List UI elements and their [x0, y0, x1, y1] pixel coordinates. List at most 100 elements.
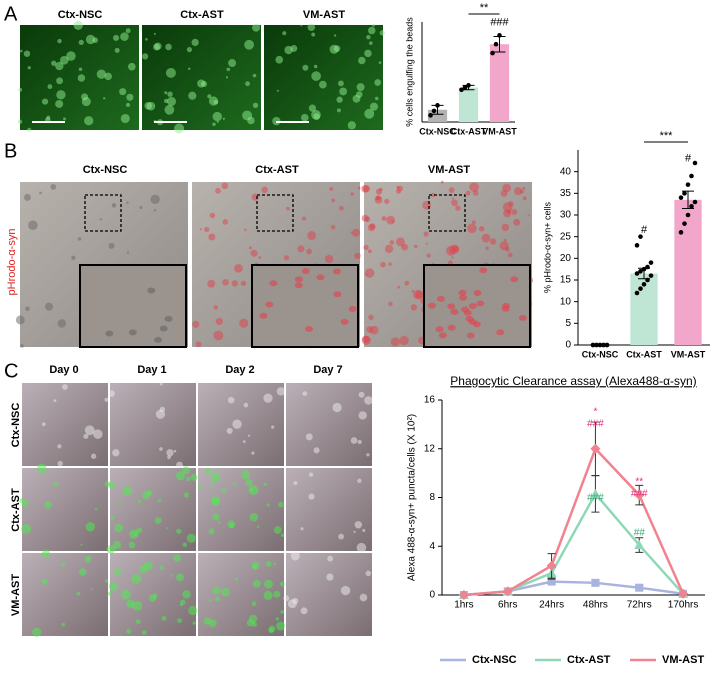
texture — [501, 223, 510, 232]
texture — [265, 560, 272, 567]
texture — [294, 282, 303, 289]
texture — [83, 433, 89, 439]
texture — [244, 39, 254, 50]
texture — [188, 91, 197, 100]
zoom-box — [84, 194, 122, 232]
texture — [338, 80, 344, 87]
texture — [366, 34, 371, 40]
texture — [308, 472, 314, 477]
annotation: ## — [634, 528, 646, 539]
data-point — [634, 271, 640, 276]
texture — [20, 344, 24, 348]
texture — [485, 246, 489, 250]
texture — [422, 200, 432, 210]
texture — [36, 463, 47, 474]
y-tick-label: 15 — [560, 275, 572, 286]
texture — [399, 335, 409, 346]
texture — [375, 195, 381, 201]
texture — [333, 34, 337, 37]
texture — [176, 528, 182, 534]
data-point — [590, 342, 596, 348]
y-axis-label: % cells engulfing the beads — [404, 17, 414, 127]
texture — [61, 562, 66, 567]
texture — [243, 402, 249, 408]
marker — [590, 488, 601, 498]
texture — [234, 577, 239, 581]
texture — [107, 481, 116, 489]
micrograph — [198, 468, 284, 551]
texture — [32, 627, 42, 637]
data-point — [645, 264, 650, 270]
texture — [372, 23, 376, 27]
column-label: Day 1 — [137, 364, 166, 376]
texture — [28, 220, 38, 230]
micrograph — [22, 383, 108, 466]
texture — [499, 241, 509, 251]
texture — [18, 87, 23, 92]
data-point — [641, 266, 647, 272]
texture — [311, 32, 316, 37]
texture — [426, 253, 431, 258]
texture — [388, 301, 393, 307]
texture — [220, 587, 230, 597]
texture — [241, 470, 251, 480]
texture — [145, 37, 148, 41]
texture — [201, 80, 208, 87]
texture — [180, 599, 186, 606]
texture — [53, 399, 57, 403]
texture — [276, 387, 286, 396]
texture — [354, 252, 361, 260]
texture — [84, 116, 94, 126]
texture — [479, 226, 485, 232]
texture — [280, 533, 285, 538]
texture — [378, 61, 382, 64]
texture — [259, 312, 268, 319]
y-axis-label: Alexa 488-α-syn+ puncta/cells (X 10²) — [407, 414, 418, 581]
texture — [90, 453, 97, 459]
texture — [251, 561, 260, 570]
texture — [56, 90, 66, 100]
texture — [451, 256, 454, 259]
texture — [114, 568, 122, 576]
texture — [50, 184, 57, 190]
line — [463, 446, 685, 597]
texture — [447, 303, 456, 310]
texture — [368, 249, 372, 254]
texture — [380, 261, 386, 268]
texture — [203, 617, 212, 625]
marker — [458, 590, 469, 600]
x-tick-label: 170hrs — [668, 600, 699, 611]
texture — [368, 314, 374, 321]
texture — [199, 228, 202, 231]
texture — [481, 233, 491, 243]
texture — [466, 332, 475, 339]
texture — [293, 481, 298, 486]
texture — [51, 60, 57, 66]
micrograph — [264, 25, 383, 130]
texture — [333, 291, 342, 298]
texture — [522, 196, 527, 201]
texture — [357, 186, 361, 190]
texture — [276, 89, 279, 92]
texture — [173, 449, 177, 453]
y-tick-label: 0 — [565, 340, 571, 351]
texture — [85, 522, 95, 532]
texture — [239, 318, 249, 328]
texture — [247, 116, 255, 125]
annotation: *** — [660, 130, 674, 142]
texture — [273, 526, 282, 534]
texture — [135, 619, 141, 625]
texture — [240, 280, 247, 287]
bar — [489, 44, 510, 122]
data-point — [634, 243, 640, 248]
texture — [212, 513, 220, 521]
texture — [451, 199, 458, 207]
texture — [410, 304, 418, 311]
texture — [99, 218, 103, 221]
texture — [208, 96, 219, 106]
micrograph — [110, 468, 196, 551]
texture — [436, 295, 445, 302]
texture — [126, 628, 132, 634]
texture — [379, 187, 383, 192]
